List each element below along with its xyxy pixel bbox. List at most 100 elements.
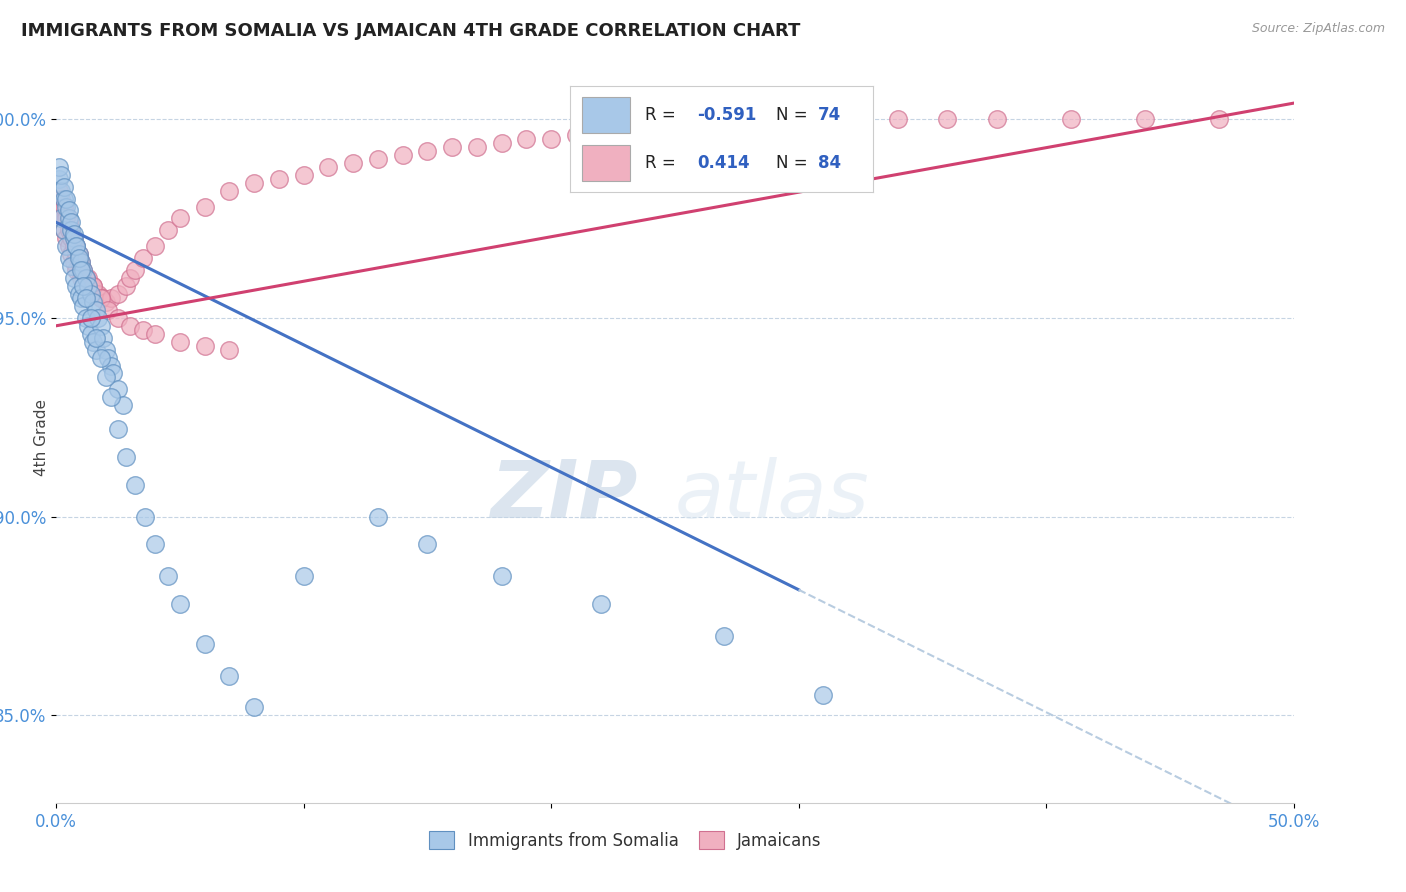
Point	[416, 537, 439, 551]
Legend: Immigrants from Somalia, Jamaicans: Immigrants from Somalia, Jamaicans	[423, 824, 828, 856]
Point	[107, 310, 129, 325]
Point	[194, 339, 217, 353]
Point	[886, 112, 908, 126]
Point	[55, 211, 77, 226]
Point	[90, 291, 112, 305]
Point	[837, 116, 859, 130]
Point	[1133, 112, 1156, 126]
Point	[80, 326, 103, 341]
Point	[465, 140, 488, 154]
Point	[84, 302, 107, 317]
Point	[84, 343, 107, 357]
Point	[65, 239, 87, 253]
Point	[267, 171, 290, 186]
Point	[58, 223, 80, 237]
Point	[91, 331, 114, 345]
Point	[70, 263, 93, 277]
Point	[143, 326, 166, 341]
Point	[515, 132, 537, 146]
Point	[62, 227, 84, 242]
Point	[94, 294, 117, 309]
Point	[218, 343, 240, 357]
Point	[77, 271, 100, 285]
Point	[87, 287, 110, 301]
Point	[82, 294, 104, 309]
Point	[67, 251, 90, 265]
Point	[65, 247, 87, 261]
Text: atlas: atlas	[675, 457, 870, 534]
Point	[90, 351, 112, 365]
Point	[67, 247, 90, 261]
Point	[51, 184, 73, 198]
Point	[120, 318, 142, 333]
Point	[100, 390, 122, 404]
Point	[51, 192, 73, 206]
Point	[82, 279, 104, 293]
Point	[70, 255, 93, 269]
Point	[82, 334, 104, 349]
Point	[441, 140, 464, 154]
Point	[75, 271, 97, 285]
Point	[58, 215, 80, 229]
Point	[55, 207, 77, 221]
Point	[52, 200, 75, 214]
Point	[169, 334, 191, 349]
Point	[77, 279, 100, 293]
Point	[70, 255, 93, 269]
Point	[72, 263, 94, 277]
Point	[91, 291, 114, 305]
Point	[80, 310, 103, 325]
Point	[67, 255, 90, 269]
Point	[100, 359, 122, 373]
Point	[114, 450, 136, 464]
Point	[65, 239, 87, 253]
Point	[72, 279, 94, 293]
Point	[169, 597, 191, 611]
Point	[132, 323, 155, 337]
Point	[55, 239, 77, 253]
Point	[72, 299, 94, 313]
Point	[107, 287, 129, 301]
Point	[100, 291, 122, 305]
Point	[134, 509, 156, 524]
Point	[107, 422, 129, 436]
Point	[243, 176, 266, 190]
Point	[1060, 112, 1083, 126]
Point	[936, 112, 959, 126]
Point	[72, 263, 94, 277]
Point	[124, 477, 146, 491]
Point	[60, 215, 83, 229]
Point	[60, 223, 83, 237]
Point	[491, 569, 513, 583]
Point	[132, 251, 155, 265]
Point	[51, 168, 73, 182]
Point	[143, 239, 166, 253]
Point	[62, 231, 84, 245]
Text: IMMIGRANTS FROM SOMALIA VS JAMAICAN 4TH GRADE CORRELATION CHART: IMMIGRANTS FROM SOMALIA VS JAMAICAN 4TH …	[21, 22, 800, 40]
Point	[589, 124, 612, 138]
Point	[70, 291, 93, 305]
Point	[243, 700, 266, 714]
Point	[84, 287, 107, 301]
Y-axis label: 4th Grade: 4th Grade	[34, 399, 49, 475]
Point	[51, 211, 73, 226]
Point	[90, 291, 112, 305]
Point	[218, 184, 240, 198]
Point	[60, 247, 83, 261]
Point	[80, 287, 103, 301]
Point	[1208, 112, 1230, 126]
Point	[143, 537, 166, 551]
Point	[391, 148, 413, 162]
Point	[194, 637, 217, 651]
Point	[58, 211, 80, 226]
Point	[218, 668, 240, 682]
Point	[565, 128, 588, 142]
Point	[367, 152, 389, 166]
Point	[342, 155, 364, 169]
Point	[55, 192, 77, 206]
Point	[48, 160, 70, 174]
Point	[738, 120, 761, 134]
Point	[80, 279, 103, 293]
Point	[60, 231, 83, 245]
Point	[77, 318, 100, 333]
